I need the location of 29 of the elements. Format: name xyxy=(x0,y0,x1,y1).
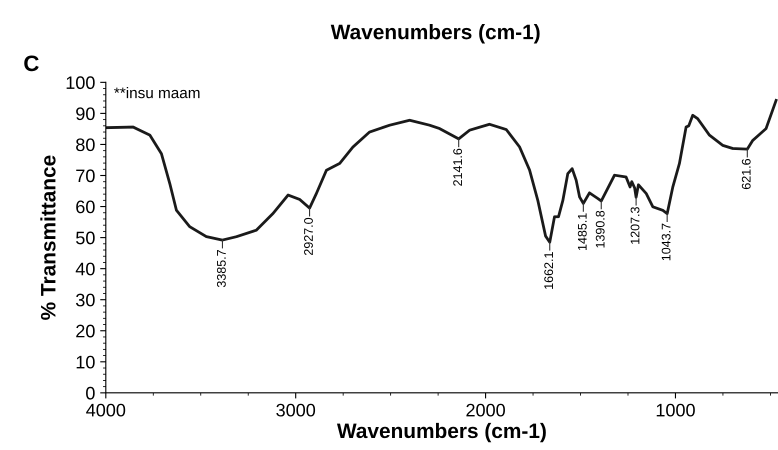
annotation: 1390.8 xyxy=(596,210,605,248)
annotation: **insu maam xyxy=(114,87,200,98)
y-tick-label: 20 xyxy=(76,324,95,338)
y-tick-label: 60 xyxy=(76,200,95,214)
x-axis-title: Wavenumbers (cm-1) xyxy=(336,422,546,442)
x-tick-label: 4000 xyxy=(86,404,126,417)
y-tick-label: 80 xyxy=(76,138,95,152)
y-axis-title: % Transmittance xyxy=(40,156,56,320)
text: C xyxy=(24,55,39,72)
annotation: 1043.7 xyxy=(662,224,671,260)
y-tick-label: 70 xyxy=(76,169,95,182)
y-tick-label: 0 xyxy=(86,386,95,400)
y-tick-label: 40 xyxy=(76,262,95,276)
annotation: 1207.3 xyxy=(630,207,640,244)
annotation: 1662.1 xyxy=(544,252,554,289)
y-tick-label: 10 xyxy=(76,356,95,369)
annotation: 2927.0 xyxy=(304,218,313,256)
chart-title: Wavenumbers (cm-1) xyxy=(330,24,540,44)
y-tick-label: 90 xyxy=(76,107,95,120)
x-tick-label: 1000 xyxy=(656,404,695,417)
y-tick-label: 50 xyxy=(76,232,95,244)
annotation: 2141.6 xyxy=(453,148,462,186)
x-tick-label: 3000 xyxy=(276,404,316,417)
annotation: 1485.1 xyxy=(578,213,587,250)
annotation: 621.6 xyxy=(742,158,751,190)
y-tick-label: 100 xyxy=(66,76,95,90)
y-tick-label: 30 xyxy=(76,294,95,306)
x-tick-label: 2000 xyxy=(466,404,505,417)
annotation: 3385.7 xyxy=(216,250,226,288)
